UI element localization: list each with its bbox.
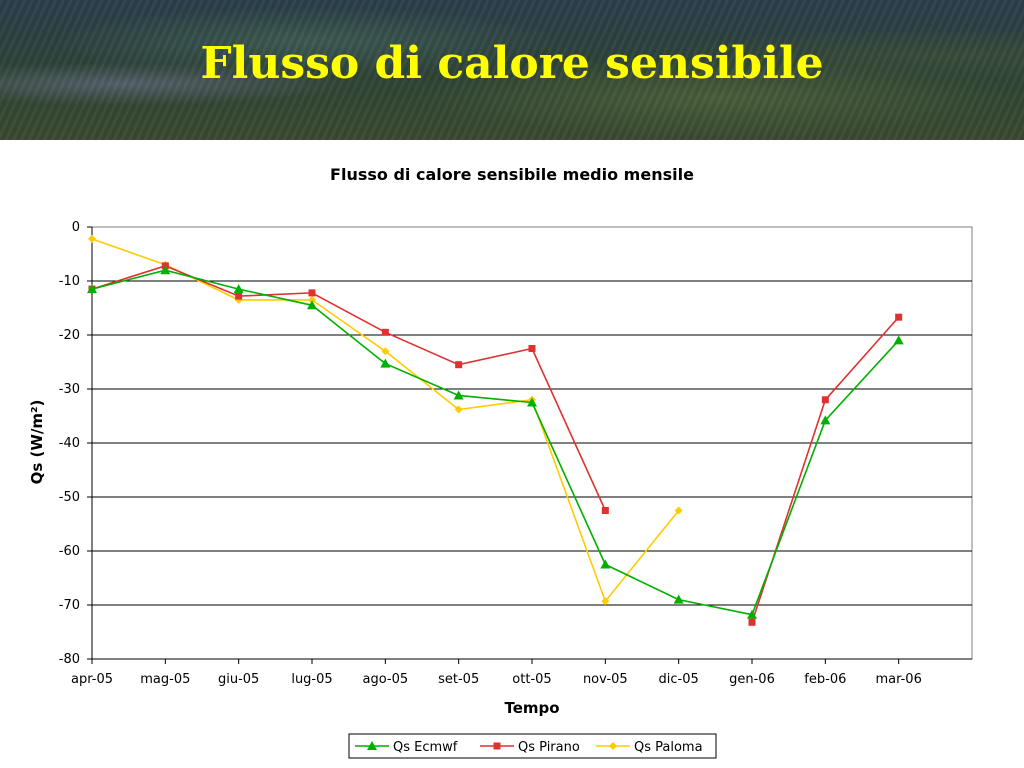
x-tick-label: feb-06 (804, 672, 846, 687)
x-tick-label: dic-05 (659, 672, 699, 687)
data-point-qs-ecmwf (160, 265, 171, 275)
y-tick-label: -10 (59, 274, 80, 289)
data-point-qs-pirano (381, 328, 389, 336)
x-tick-label: giu-05 (218, 672, 259, 687)
legend-marker-qs-paloma (609, 742, 617, 750)
data-point-qs-ecmwf (820, 415, 831, 425)
data-point-qs-ecmwf (380, 358, 391, 368)
series-line-qs-ecmwf (91, 269, 900, 616)
data-point-qs-ecmwf (233, 284, 244, 294)
x-tick-label: set-05 (438, 672, 479, 687)
data-point-qs-pirano (235, 292, 243, 300)
y-axis-title: Qs (W/m²) (28, 400, 46, 485)
y-tick-label: -30 (59, 382, 80, 397)
data-point-qs-pirano (601, 507, 609, 514)
y-tick-label: -40 (59, 436, 80, 451)
data-point-qs-paloma (601, 597, 610, 606)
x-axis-title: Tempo (504, 699, 559, 717)
y-tick-label: -20 (59, 328, 80, 343)
chart-title: Flusso di calore sensibile medio mensile (330, 165, 694, 184)
legend-marker-qs-ecmwf (367, 741, 377, 750)
y-tick-label: -70 (59, 598, 80, 613)
y-tick-label: -50 (59, 490, 80, 505)
data-point-qs-pirano (748, 618, 756, 626)
data-point-qs-pirano (528, 345, 536, 352)
plot-area: 0 -10 -20 -30 -40 -50 -60 -70 -80 apr-05 mag-05 giu… (59, 220, 973, 687)
data-point-qs-ecmwf (893, 335, 904, 345)
data-point-qs-pirano (308, 289, 316, 297)
legend-label-qs-pirano: Qs Pirano (518, 740, 580, 755)
x-tick-label: apr-05 (71, 672, 113, 687)
y-tick-label: -60 (59, 544, 80, 559)
x-tick-label: lug-05 (291, 672, 332, 687)
data-point-qs-ecmwf (307, 300, 317, 310)
data-point-qs-ecmwf (600, 559, 611, 569)
data-point-qs-ecmwf (453, 390, 464, 400)
legend-box (348, 733, 717, 759)
y-tick-label: 0 (72, 220, 80, 235)
legend: Qs Ecmwf Qs Pirano Qs Paloma (348, 733, 717, 759)
data-point-qs-ecmwf (747, 609, 757, 619)
data-point-qs-paloma (381, 347, 390, 356)
data-point-qs-paloma (88, 234, 96, 243)
legend-marker-qs-pirano (493, 742, 501, 750)
x-tick-label: ott-05 (512, 672, 551, 687)
chart: Flusso di calore sensibile medio mensile… (28, 165, 973, 759)
x-tick-label: mag-05 (140, 672, 190, 687)
data-point-qs-ecmwf (673, 594, 684, 604)
data-point-qs-pirano (895, 313, 903, 321)
series-line-qs-pirano (91, 265, 607, 511)
data-point-qs-pirano (821, 396, 829, 404)
data-point-qs-pirano (455, 361, 463, 369)
legend-label-qs-paloma: Qs Paloma (634, 740, 703, 755)
data-point-qs-ecmwf (527, 397, 537, 407)
data-point-qs-paloma (454, 405, 463, 414)
slide-title: Flusso di calore sensibile (200, 38, 824, 89)
data-point-qs-paloma (674, 506, 683, 515)
data-point-qs-ecmwf (87, 284, 97, 294)
data-point-qs-paloma (308, 295, 316, 304)
x-tick-label: nov-05 (583, 672, 628, 687)
x-tick-label: mar-06 (875, 672, 921, 687)
x-tick-label: ago-05 (363, 672, 409, 687)
x-tick-label: gen-06 (729, 672, 775, 687)
y-tick-label: -80 (59, 652, 80, 667)
header-banner (0, 0, 1024, 140)
legend-label-qs-ecmwf: Qs Ecmwf (393, 740, 458, 755)
